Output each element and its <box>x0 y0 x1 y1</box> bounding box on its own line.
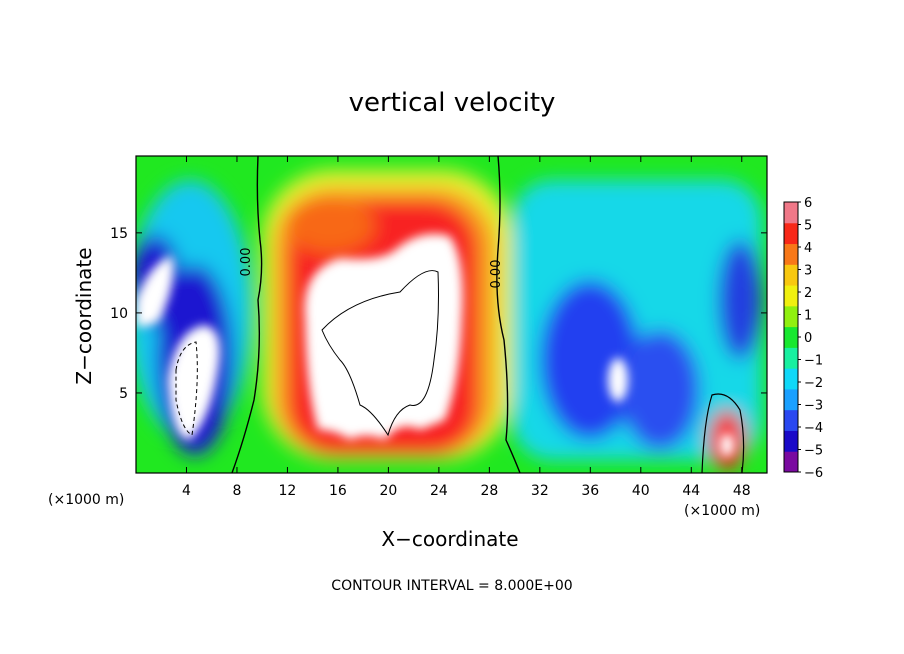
x-tick-label: 4 <box>182 483 191 499</box>
x-tick-label: 12 <box>279 483 297 499</box>
x-unit-right: (×1000 m) <box>684 503 761 519</box>
updraft-top-orange <box>285 197 375 253</box>
colorbar-tick-label: 5 <box>804 219 812 234</box>
chart-title: vertical velocity <box>348 88 556 118</box>
x-axis-label: X−coordinate <box>381 527 519 551</box>
y-tick-label: 15 <box>110 226 128 242</box>
x-tick-label: 48 <box>733 483 751 499</box>
y-tick-label: 10 <box>110 306 128 322</box>
colorbar-tick-label: −6 <box>804 466 823 481</box>
right-white-patch <box>608 358 628 402</box>
x-tick-label: 24 <box>430 483 448 499</box>
right-edge-blue <box>718 240 762 360</box>
zero-contour-right <box>496 156 521 473</box>
colorbar-tick-label: 3 <box>804 264 812 279</box>
zero-contour-left <box>231 156 263 473</box>
colorbar-tick-label: −4 <box>804 421 823 436</box>
colorbar-tick-label: 1 <box>804 309 812 324</box>
colorbar-swatch <box>784 409 798 431</box>
colorbar-swatch <box>784 243 798 265</box>
small-updraft-white <box>720 433 734 457</box>
colorbar-swatch <box>784 451 798 473</box>
colorbar: 6 5 4 3 2 1 0 −1 −2 −3 −4 −5 −6 <box>783 196 823 481</box>
colorbar-swatch <box>784 430 798 452</box>
x-axis: 4 8 12 16 20 24 28 32 36 40 44 48 <box>182 156 751 499</box>
x-tick-label: 28 <box>480 483 498 499</box>
x-tick-label: 32 <box>531 483 549 499</box>
colorbar-swatch <box>784 305 798 328</box>
y-tick-label: 5 <box>119 386 128 402</box>
y-axis: 5 10 15 <box>110 226 767 402</box>
dashed-contour <box>175 341 198 436</box>
x-tick-label: 40 <box>632 483 650 499</box>
right-downdraft-blue-2 <box>620 330 700 450</box>
colorbar-swatch <box>784 347 798 369</box>
x-tick-label: 44 <box>682 483 700 499</box>
colorbar-swatch <box>784 264 798 286</box>
x-tick-label: 20 <box>379 483 397 499</box>
colorbar-tick-label: −1 <box>804 354 823 369</box>
colorbar-tick-label: 4 <box>804 241 812 256</box>
colorbar-tick-label: 0 <box>804 331 812 346</box>
y-axis-label: Z−coordinate <box>72 247 96 385</box>
velocity-field: 0.00 0.00 <box>136 156 767 473</box>
colorbar-swatch <box>784 285 798 307</box>
left-edge-white <box>136 256 174 327</box>
colorbar-swatch <box>784 202 798 224</box>
colorbar-tick-label: −2 <box>804 376 823 391</box>
zero-contour-small <box>701 393 745 473</box>
contour-interval-note: CONTOUR INTERVAL = 8.000E+00 <box>331 578 573 594</box>
contour-label-right: 0.00 <box>489 260 504 289</box>
x-tick-label: 8 <box>232 483 241 499</box>
colorbar-swatch <box>784 388 798 411</box>
colorbar-tick-label: 6 <box>804 196 812 211</box>
colorbar-swatch <box>784 222 798 245</box>
colorbar-tick-label: 2 <box>804 286 812 301</box>
colorbar-swatch <box>784 368 798 390</box>
colorbar-tick-label: −3 <box>804 399 823 414</box>
updraft-white-core <box>304 233 463 440</box>
colorbar-swatch <box>784 326 798 348</box>
x-unit-left: (×1000 m) <box>48 492 125 508</box>
x-tick-label: 36 <box>581 483 599 499</box>
contour-label-left: 0.00 <box>239 248 254 277</box>
x-tick-label: 16 <box>329 483 347 499</box>
colorbar-tick-label: −5 <box>804 444 823 459</box>
core-contour <box>321 270 439 437</box>
plot-frame <box>135 155 768 474</box>
